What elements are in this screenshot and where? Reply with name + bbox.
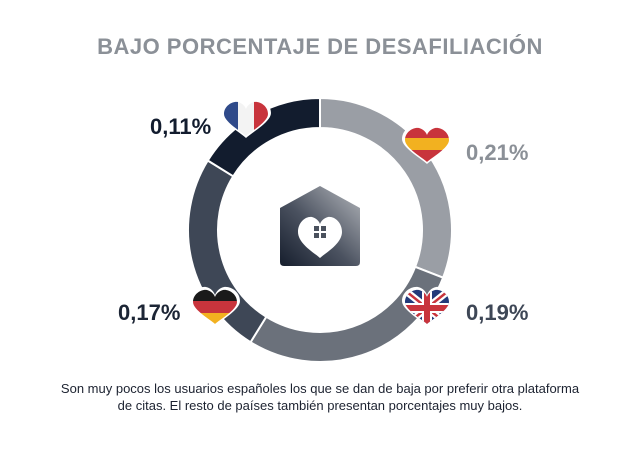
label-uk: 0,19% — [466, 300, 529, 325]
label-spain: 0,21% — [466, 140, 529, 165]
chart-title: BAJO PORCENTAJE DE DESAFILIACIÓN — [97, 34, 543, 59]
caption: Son muy pocos los usuarios españoles los… — [60, 381, 580, 413]
label-france: 0,11% — [150, 114, 212, 139]
house-heart-icon — [280, 186, 360, 266]
label-germany: 0,17% — [118, 300, 181, 325]
germany-flag-icon — [190, 286, 240, 326]
